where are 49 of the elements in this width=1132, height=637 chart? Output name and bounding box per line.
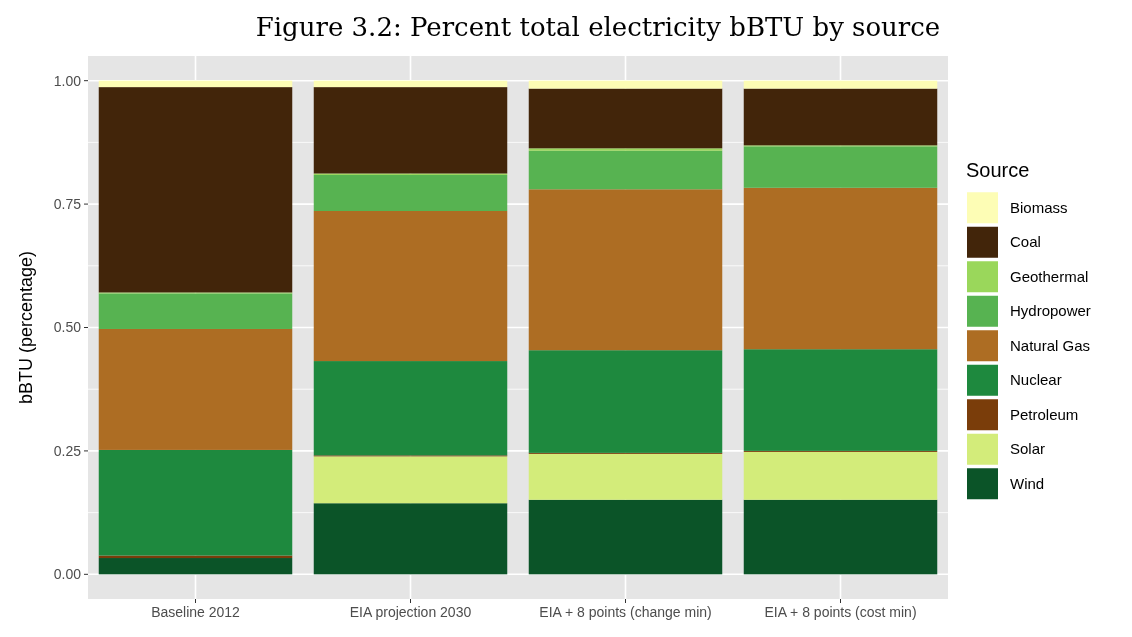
legend-label: Nuclear	[1010, 371, 1062, 388]
bar	[743, 88, 938, 146]
bar	[528, 350, 723, 453]
x-tick-label: EIA + 8 points (cost min)	[764, 604, 917, 620]
bar	[743, 451, 938, 500]
legend-label: Natural Gas	[1010, 336, 1091, 354]
bar	[98, 293, 293, 329]
bar	[98, 87, 293, 293]
bar	[743, 146, 938, 188]
bar	[313, 503, 508, 575]
bar	[743, 349, 938, 451]
bar	[313, 361, 508, 456]
legend-title: Source	[966, 159, 1030, 182]
y-tick-label: 0.50	[53, 319, 82, 336]
legend-label: Coal	[1010, 233, 1041, 250]
bar	[98, 80, 293, 88]
bar	[313, 211, 508, 362]
legend-label: Biomass	[1010, 198, 1068, 216]
bar	[743, 499, 938, 575]
bar	[313, 80, 508, 88]
bar	[313, 174, 508, 211]
bar	[313, 456, 508, 504]
bar	[743, 80, 938, 89]
x-tick-label: EIA projection 2030	[349, 604, 472, 620]
bar	[98, 558, 293, 575]
legend-label: Hydropower	[1010, 302, 1091, 319]
legend-label: Geothermal	[1010, 267, 1089, 285]
y-tick-label: 0.00	[53, 566, 82, 583]
y-axis-title: bBTU (percentage)	[16, 250, 36, 405]
bar	[528, 453, 723, 500]
bar	[313, 87, 508, 174]
bar	[528, 189, 723, 351]
x-tick-label: Baseline 2012	[151, 604, 241, 620]
y-tick-label: 0.25	[53, 442, 82, 459]
legend-label: Petroleum	[1010, 405, 1079, 423]
chart-title: Figure 3.2: Percent total electricity bBTU by source	[255, 12, 941, 42]
bar	[528, 88, 723, 149]
bar	[743, 187, 938, 350]
bar	[98, 449, 293, 556]
legend-label: Wind	[1010, 474, 1045, 492]
bar	[528, 499, 723, 575]
bar	[528, 80, 723, 89]
legend-label: Solar	[1010, 440, 1046, 457]
bar	[528, 148, 723, 151]
x-tick-label: EIA + 8 points (change min)	[539, 604, 712, 620]
bar	[528, 150, 723, 190]
y-tick-label: 1.00	[53, 72, 82, 89]
bar	[98, 328, 293, 450]
y-tick-label: 0.75	[53, 195, 82, 212]
